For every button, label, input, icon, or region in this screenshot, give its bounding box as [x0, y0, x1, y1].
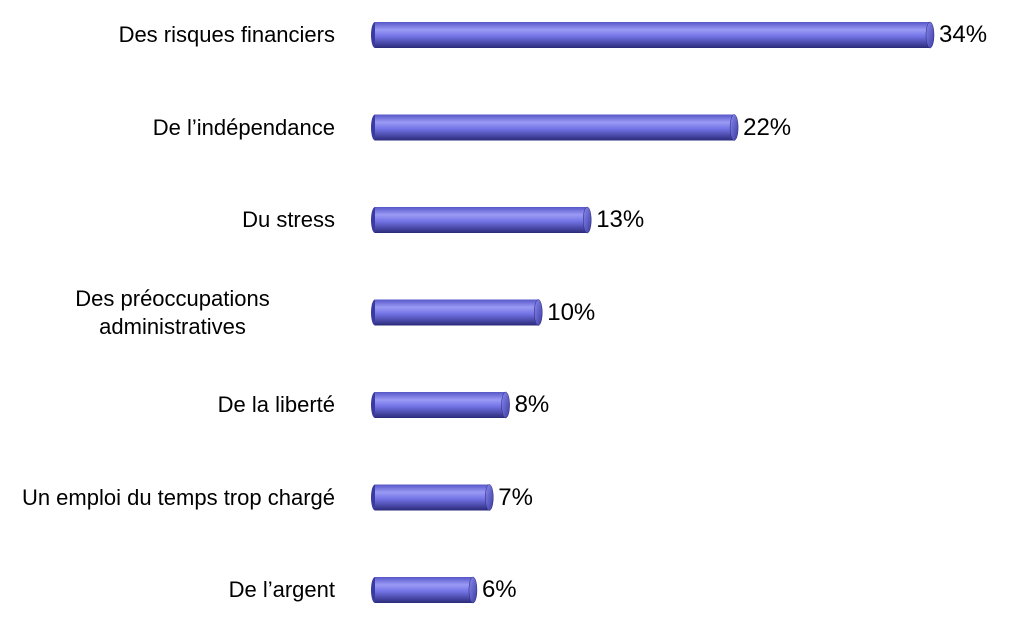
bar-cap [485, 484, 494, 511]
bar [375, 392, 506, 418]
bar [375, 577, 473, 603]
value-label: 34% [939, 21, 988, 48]
value-label: 10% [547, 298, 596, 326]
bar [375, 22, 930, 48]
bar [375, 484, 490, 511]
category-label: Des risques financiers [118, 22, 335, 47]
category-label: De la liberté [217, 392, 335, 417]
bar [375, 299, 539, 326]
bar-cap [468, 576, 478, 604]
category-label: De l’argent [228, 577, 335, 602]
bar [375, 207, 588, 233]
value-label: 8% [514, 391, 550, 418]
bar-cap [925, 21, 935, 49]
bar [375, 114, 735, 141]
bar-cap [533, 299, 543, 326]
bar-cap [729, 114, 739, 141]
category-label: Un emploi du temps trop chargé [21, 484, 335, 510]
category-label: Du stress [242, 207, 335, 232]
bar-cap [582, 206, 592, 234]
category-label: Des préoccupations administratives [75, 285, 270, 339]
value-label: 7% [498, 483, 533, 511]
category-label: De l’indépendance [152, 114, 335, 140]
value-label: 13% [596, 206, 645, 233]
bar-cap [501, 391, 510, 419]
value-label: 22% [743, 113, 792, 141]
value-label: 6% [481, 576, 517, 603]
